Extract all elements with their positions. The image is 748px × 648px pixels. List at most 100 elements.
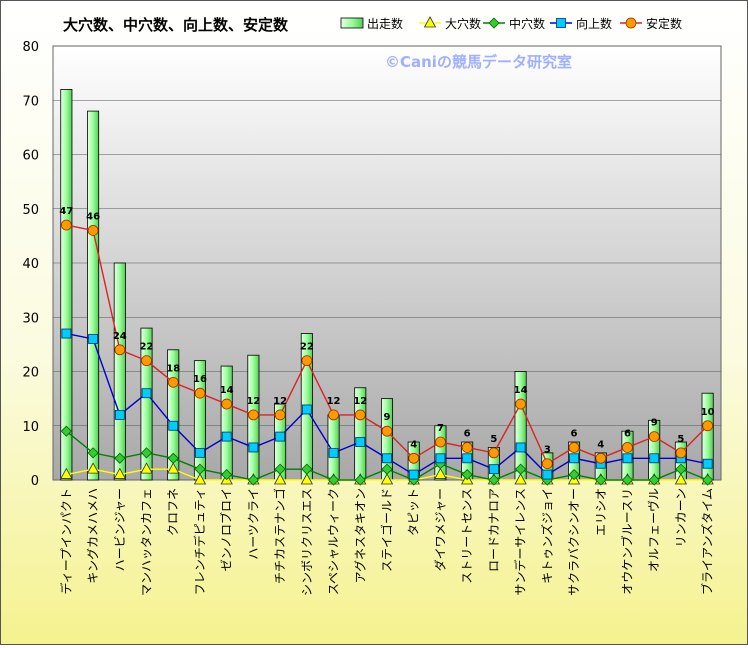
- bar: [167, 349, 180, 481]
- point: [568, 469, 580, 481]
- data-label: 47: [59, 206, 73, 217]
- point: [88, 334, 98, 344]
- point: [702, 420, 714, 432]
- point: [275, 431, 286, 442]
- legend-label: 大穴数: [445, 16, 481, 31]
- point: [515, 442, 526, 453]
- point: [541, 458, 553, 470]
- point: [328, 409, 339, 421]
- y-tick-label: 20: [22, 366, 39, 381]
- data-label: 22: [300, 342, 314, 353]
- data-label: 18: [166, 363, 180, 374]
- point: [167, 376, 179, 388]
- point: [354, 474, 366, 486]
- point: [193, 473, 207, 485]
- point: [488, 447, 500, 459]
- point: [625, 17, 637, 29]
- point: [274, 463, 286, 475]
- point: [622, 453, 633, 464]
- x-tick-label: ハーツクライ: [246, 488, 260, 560]
- point: [515, 463, 527, 475]
- data-label: 6: [571, 428, 578, 439]
- legend: 出走数 大穴数 中穴数 向上数 安定数: [340, 16, 682, 31]
- y-tick-label: 30: [22, 311, 39, 326]
- point: [301, 355, 313, 367]
- point: [674, 473, 688, 485]
- bar: [113, 262, 126, 481]
- point: [435, 453, 446, 464]
- x-tick-label: チチカステナンゴ: [272, 488, 287, 584]
- data-label: 6: [624, 428, 631, 439]
- y-tick-label: 70: [22, 94, 39, 109]
- point: [675, 463, 687, 475]
- point: [273, 473, 287, 485]
- point: [247, 474, 259, 486]
- x-tick-label: フレンチデピュティ: [192, 488, 207, 595]
- x-tick-label: ハービンジャー: [113, 488, 127, 571]
- watermark: ©Caniの競馬データ研究室: [385, 53, 572, 71]
- data-label: 4: [597, 439, 604, 450]
- x-tick-label: スペシャルウィーク: [327, 488, 341, 595]
- data-label: 14: [514, 385, 528, 396]
- legend-item: 大穴数: [419, 16, 481, 31]
- data-label: 7: [437, 423, 444, 434]
- point: [328, 447, 339, 458]
- x-tick-label: サクラバクシンオー: [567, 488, 581, 596]
- point: [435, 436, 446, 448]
- point: [168, 420, 179, 431]
- point: [60, 467, 73, 479]
- point: [649, 453, 660, 464]
- x-tick-label: タピット: [407, 488, 421, 536]
- point: [488, 17, 500, 29]
- x-tick-label: ゼンノロブロイ: [219, 488, 234, 571]
- series-安定数: [60, 219, 714, 470]
- bar: [434, 425, 447, 481]
- x-tick-label: ストリートセンス: [460, 488, 474, 584]
- point: [462, 453, 473, 464]
- point: [595, 474, 607, 486]
- data-label: 9: [651, 418, 658, 429]
- point: [167, 462, 180, 474]
- data-label: 9: [384, 412, 391, 423]
- data-label: 5: [490, 434, 497, 445]
- point: [87, 447, 99, 459]
- x-tick-label: リンカーン: [674, 488, 688, 547]
- point: [274, 409, 286, 421]
- legend-label: 安定数: [646, 16, 682, 31]
- x-tick-label: マンハッタンカフェ: [140, 488, 154, 596]
- point: [354, 409, 366, 421]
- point: [382, 453, 392, 464]
- point: [140, 462, 153, 474]
- point: [114, 452, 126, 464]
- point: [60, 219, 72, 231]
- point: [167, 452, 179, 464]
- point: [301, 463, 313, 475]
- point: [488, 464, 499, 475]
- point: [194, 463, 206, 475]
- legend-label: 中穴数: [509, 16, 545, 31]
- point: [461, 469, 473, 481]
- bar: [87, 110, 100, 481]
- point: [141, 388, 152, 399]
- x-tick-label: クロフネ: [166, 488, 180, 536]
- x-tick-label: キングカメハメハ: [86, 488, 100, 584]
- x-tick-label: ブライアンズタイム: [700, 488, 715, 595]
- chart-title: 大穴数、中穴数、向上数、安定数: [63, 16, 289, 34]
- point: [488, 474, 500, 486]
- point: [675, 447, 687, 459]
- data-label: 22: [140, 342, 154, 353]
- y-tick-label: 40: [22, 257, 39, 272]
- point: [381, 425, 393, 437]
- point: [113, 467, 126, 479]
- point: [248, 442, 259, 453]
- point: [514, 473, 527, 485]
- point: [461, 442, 473, 453]
- point: [195, 447, 205, 458]
- point: [301, 404, 312, 415]
- point: [702, 458, 713, 469]
- y-tick-label: 60: [22, 149, 39, 164]
- data-label: 12: [353, 396, 367, 407]
- x-tick-label: オウケンブルースリ: [619, 488, 634, 595]
- point: [408, 452, 420, 464]
- x-tick-label: シンボリクリスエス: [300, 488, 314, 596]
